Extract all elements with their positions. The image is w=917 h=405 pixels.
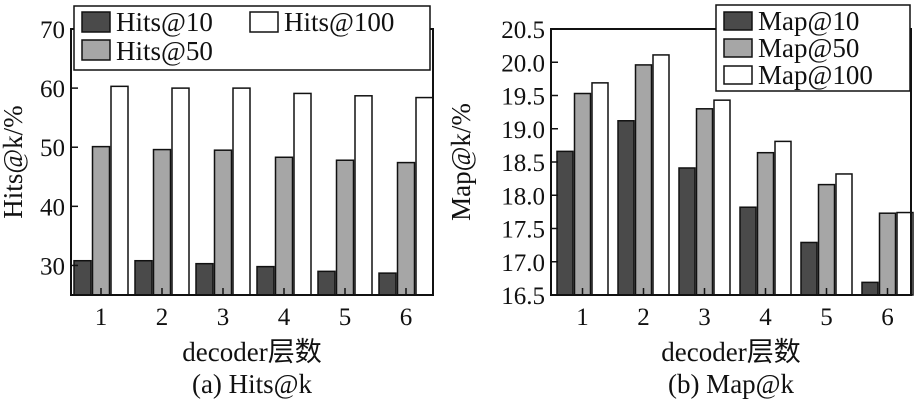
map-x-tick-label: 2: [637, 304, 650, 331]
hits-bar-s3-c3: [232, 87, 251, 296]
hits-y-axis: 30 40 50 60 70: [40, 17, 78, 280]
hits-x-axis: 1 2 3 4 5 6: [95, 288, 413, 331]
map-bar-s2-c5: [817, 183, 836, 296]
map-y-axis: 16.5 17.0 17.5 18.0 18.5 19.0 19.5 20.0 20.5: [501, 17, 558, 310]
hits-bar-s2-c1: [91, 145, 111, 296]
hits-bar-s1-c6: [378, 272, 397, 296]
map-y-tick-label: 18.0: [501, 183, 545, 210]
map-bar-s3-c1: [591, 82, 609, 296]
hits-x-tick-label: 5: [339, 304, 352, 331]
map-y-tick-label: 18.5: [501, 150, 545, 177]
hits-legend-swatch-50: [81, 39, 111, 61]
hits-bar-s2-c3: [213, 149, 233, 296]
map-x-tick-label: 4: [759, 304, 772, 331]
map-bar-s3-c2: [652, 54, 670, 296]
map-bar-s2-c1: [573, 92, 592, 296]
map-bar-s1-c4: [739, 206, 757, 296]
hits-legend-swatch-100: [249, 11, 279, 33]
hits-bar-s1-c5: [317, 270, 336, 296]
map-y-tick-label: 19.5: [501, 84, 545, 111]
hits-bar-s1-c3: [195, 262, 214, 296]
hits-bar-s3-c1: [110, 85, 129, 296]
hits-bar-s2-c5: [335, 159, 355, 296]
hits-y-tick-label: 60: [40, 76, 65, 103]
map-bar-s1-c2: [617, 120, 635, 296]
map-legend-swatch-10: [723, 11, 753, 31]
map-y-tick-label: 17.0: [501, 250, 545, 277]
hits-legend-label-100: Hits@100: [284, 7, 394, 37]
map-x-tick-label: 3: [698, 304, 711, 331]
hits-x-tick-label: 3: [217, 304, 230, 331]
map-bar-s3-c4: [774, 140, 792, 296]
map-x-tick-label: 5: [820, 304, 833, 331]
hits-bar-s2-c2: [152, 148, 172, 296]
hits-y-tick-label: 70: [40, 17, 65, 44]
map-bar-s3-c5: [835, 173, 853, 296]
map-legend-label-50: Map@50: [758, 33, 859, 63]
hits-legend: Hits@10 Hits@100 Hits@50: [73, 5, 431, 71]
hits-bar-s3-c6: [415, 96, 434, 296]
hits-y-tick-label: 30: [40, 253, 65, 280]
hits-legend-label-50: Hits@50: [116, 36, 213, 66]
map-legend-swatch-50: [723, 38, 753, 58]
map-x-axis-label: decoder层数: [661, 337, 800, 367]
map-legend-label-10: Map@10: [758, 6, 859, 36]
map-legend-swatch-100: [723, 65, 753, 85]
map-y-tick-label: 17.5: [501, 217, 545, 244]
hits-legend-label-10: Hits@10: [116, 7, 213, 37]
map-bar-s1-c1: [556, 150, 574, 296]
hits-chart: 30 40 50 60 70 1 2 3 4 5 6 Hits@k/% decoder层数 (a)…: [0, 5, 434, 399]
hits-bar-s2-c4: [274, 156, 294, 296]
map-y-tick-label: 19.0: [501, 117, 545, 144]
hits-x-tick-label: 1: [95, 304, 108, 331]
map-legend-label-100: Map@100: [758, 60, 873, 90]
hits-y-tick-label: 40: [40, 194, 65, 221]
map-bar-s1-c5: [800, 241, 818, 296]
map-x-axis: 1 2 3 4 5 6: [576, 288, 894, 331]
hits-y-axis-label: Hits@k/%: [0, 105, 28, 218]
map-legend: Map@10 Map@50 Map@100: [715, 4, 911, 92]
map-bar-s2-c4: [756, 151, 775, 296]
map-bar-s2-c2: [634, 64, 653, 296]
hits-legend-swatch-10: [81, 11, 111, 33]
map-y-tick-label: 20.0: [501, 50, 545, 77]
map-bar-s2-c6: [878, 212, 897, 296]
hits-x-tick-label: 6: [400, 304, 413, 331]
hits-bar-s3-c2: [171, 87, 190, 296]
hits-bar-s2-c6: [396, 161, 416, 296]
map-bar-s1-c6: [861, 281, 879, 296]
hits-bar-s1-c2: [134, 259, 153, 296]
map-bar-s1-c3: [678, 167, 696, 296]
hits-x-tick-label: 4: [278, 304, 291, 331]
hits-x-axis-label: decoder层数: [182, 337, 321, 367]
hits-bar-s1-c4: [256, 265, 275, 296]
map-bar-s3-c3: [713, 99, 731, 296]
map-y-axis-label: Map@k/%: [446, 103, 476, 221]
map-bar-s2-c3: [695, 108, 714, 296]
hits-caption: (a) Hits@k: [192, 369, 313, 399]
map-y-tick-label: 20.5: [501, 17, 545, 44]
hits-x-tick-label: 2: [156, 304, 169, 331]
hits-bar-s3-c4: [293, 92, 312, 296]
map-x-tick-label: 6: [881, 304, 894, 331]
map-chart: 16.5 17.0 17.5 18.0 18.5 19.0 19.5 20.0 20.5 1 2 3…: [446, 4, 914, 399]
hits-y-tick-label: 50: [40, 135, 65, 162]
hits-bars: [73, 85, 434, 296]
map-caption: (b) Map@k: [668, 369, 795, 399]
map-y-tick-label: 16.5: [501, 283, 545, 310]
map-x-tick-label: 1: [576, 304, 589, 331]
hits-bar-s3-c5: [354, 95, 373, 296]
